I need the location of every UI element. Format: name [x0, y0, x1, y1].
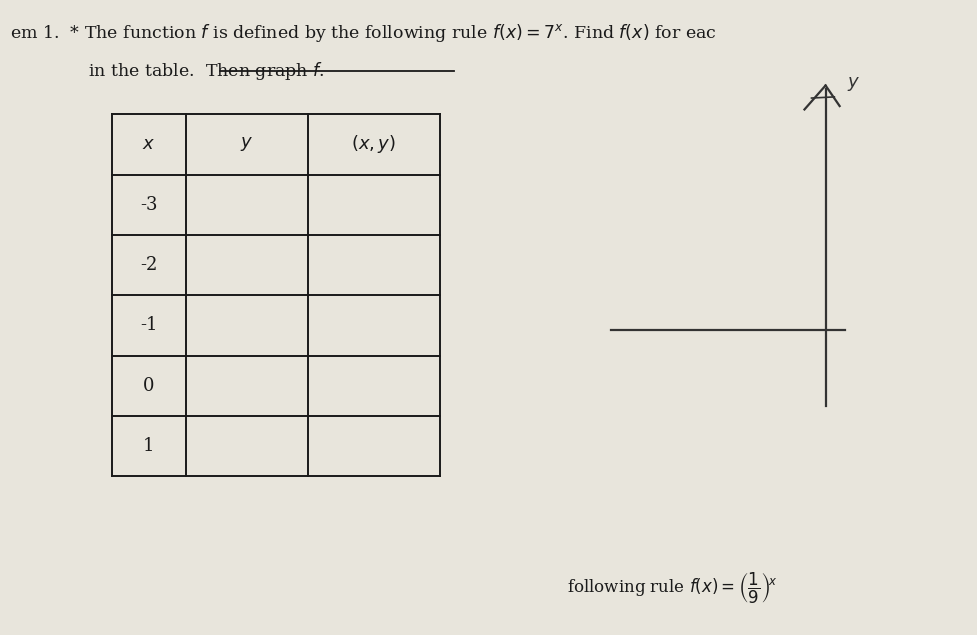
Text: -1: -1	[141, 316, 157, 335]
Text: $(x, y)$: $(x, y)$	[351, 133, 397, 156]
Text: $y$: $y$	[847, 75, 861, 93]
Text: em 1.  * The function $f$ is defined by the following rule $f(x) = 7^x$. Find $f: em 1. * The function $f$ is defined by t…	[10, 22, 716, 44]
Text: -2: -2	[141, 256, 157, 274]
Text: 1: 1	[144, 437, 154, 455]
Text: -3: -3	[141, 196, 157, 214]
Text: in the table.  Then graph $f$.: in the table. Then graph $f$.	[88, 60, 324, 83]
Text: $x$: $x$	[143, 135, 155, 154]
Text: following rule $f(x) = \left(\dfrac{1}{9}\right)^{\!x}$: following rule $f(x) = \left(\dfrac{1}{9…	[567, 572, 777, 606]
Text: $y$: $y$	[240, 135, 253, 154]
Text: 0: 0	[144, 377, 154, 395]
